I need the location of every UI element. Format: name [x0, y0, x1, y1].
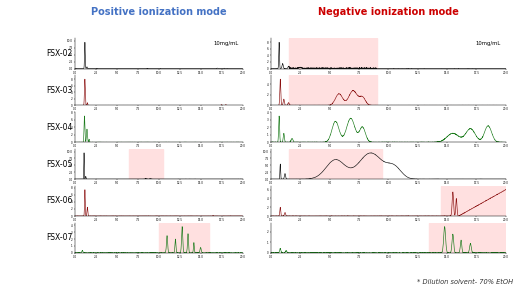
Text: FSX-04: FSX-04	[46, 123, 72, 132]
Bar	[288, 149, 382, 179]
Text: 10mg/mL: 10mg/mL	[214, 41, 239, 46]
Text: FSX-02: FSX-02	[46, 49, 72, 58]
Text: * Dilution solvent- 70% EtOH: * Dilution solvent- 70% EtOH	[417, 279, 513, 285]
Bar	[288, 38, 377, 69]
Text: Positive ionization mode: Positive ionization mode	[91, 7, 227, 17]
Text: FSX-06: FSX-06	[46, 196, 72, 205]
Text: 10mg/mL: 10mg/mL	[476, 41, 501, 46]
Bar	[429, 223, 506, 253]
Text: FSX-05: FSX-05	[46, 160, 72, 168]
Text: Negative ionization mode: Negative ionization mode	[318, 7, 459, 17]
Text: FSX-07: FSX-07	[46, 233, 72, 242]
Bar	[288, 75, 377, 105]
Bar	[130, 149, 163, 179]
Bar	[159, 223, 209, 253]
Text: FSX-03: FSX-03	[46, 86, 72, 95]
Bar	[441, 186, 506, 216]
